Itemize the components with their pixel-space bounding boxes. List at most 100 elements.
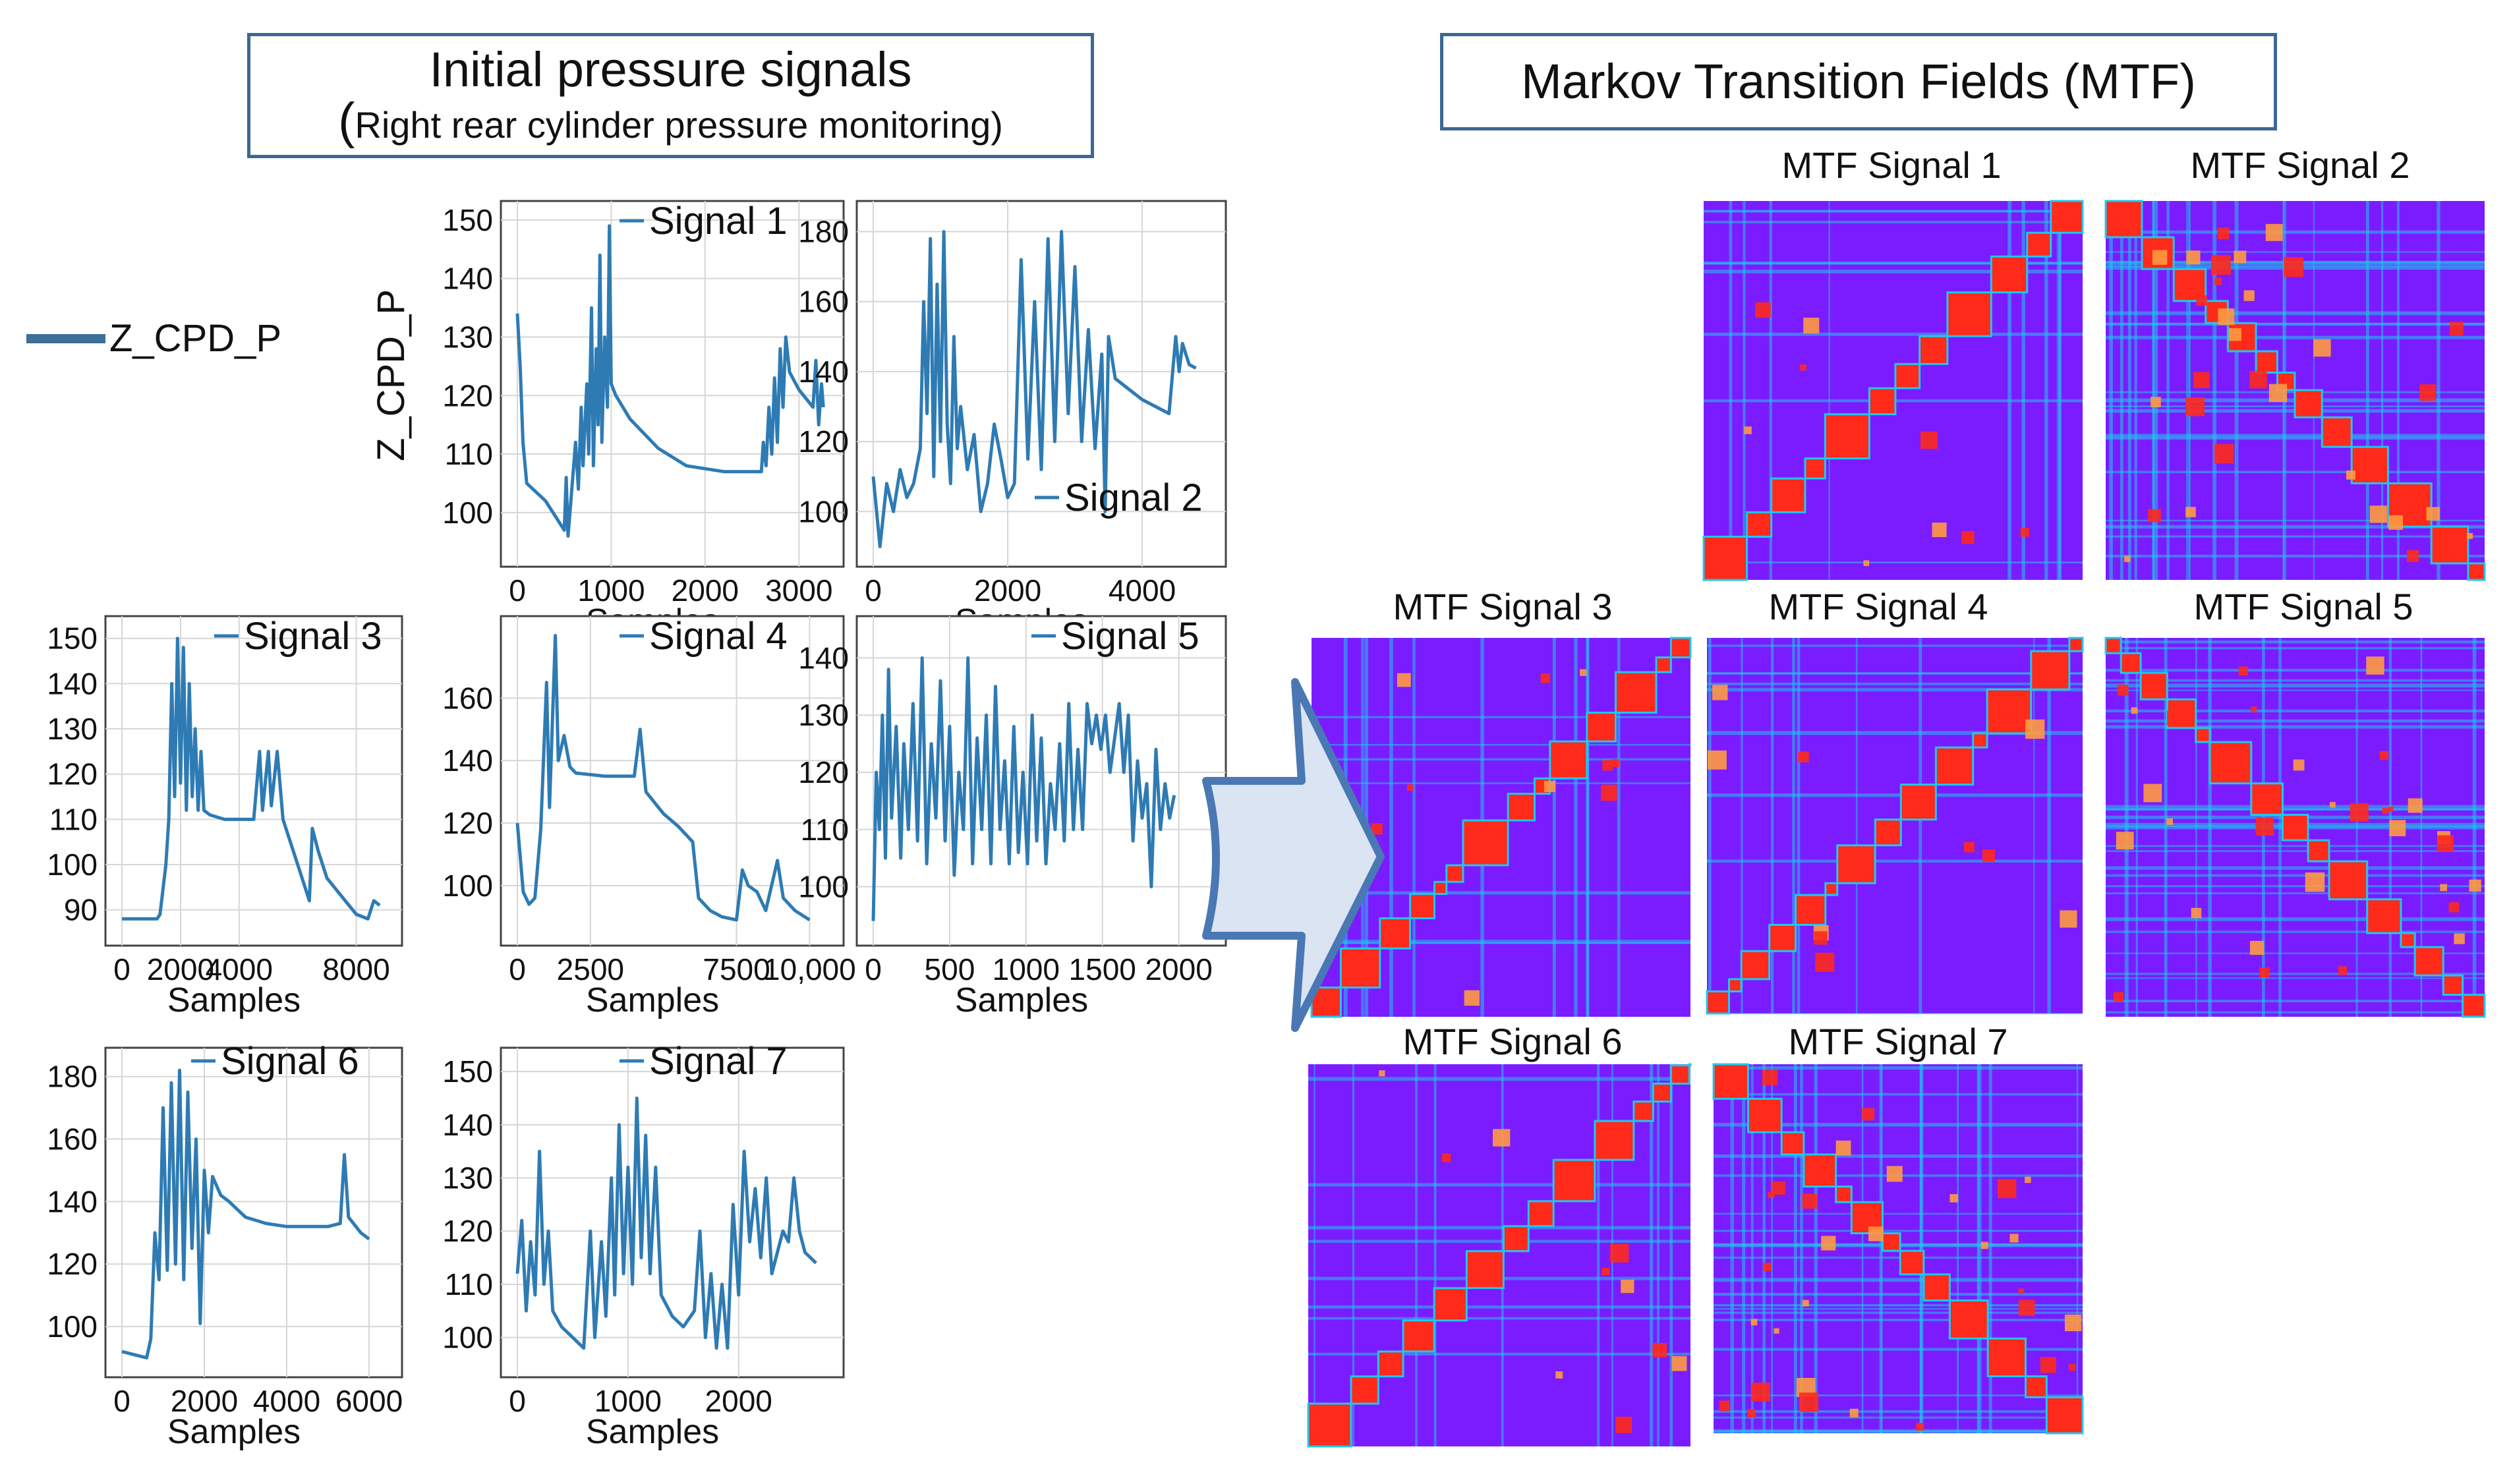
mtf-block <box>2442 974 2464 996</box>
mtf-streak <box>1597 1064 1600 1446</box>
mtf-streak <box>2166 201 2170 580</box>
mtf-block <box>2195 727 2211 743</box>
mtf-spot <box>2469 879 2481 892</box>
mtf-block <box>2413 946 2444 977</box>
y-tick-label: 140 <box>442 743 493 778</box>
x-tick-label: 3000 <box>765 573 832 608</box>
mtf-spot <box>2466 532 2473 539</box>
mtf-streak <box>1800 1064 1803 1433</box>
plot-legend-label: Signal 3 <box>244 615 382 658</box>
mtf-streak <box>1977 1064 1980 1433</box>
mtf-streak <box>1828 201 1830 580</box>
mtf-block <box>1728 978 1743 992</box>
mtf-spot <box>1798 751 1809 762</box>
mtf-streak <box>1415 1064 1418 1446</box>
mtf-spot <box>2408 798 2423 813</box>
mtf-block <box>1402 1319 1435 1353</box>
x-tick-label: 1500 <box>1069 952 1136 986</box>
mtf-block <box>2400 932 2416 948</box>
mtf-spot <box>1580 669 1587 676</box>
mtf-streak <box>1741 638 1743 1013</box>
mtf-spot <box>2406 550 2419 562</box>
mtf-streak <box>2106 519 2485 522</box>
x-tick-label: 2000 <box>974 573 1041 608</box>
mtf-streak <box>2365 201 2369 580</box>
mtf-streak <box>1574 638 1578 1017</box>
mtf-streak <box>1771 1064 1774 1433</box>
mtf-spot <box>2255 817 2274 836</box>
x-tick-label: 500 <box>925 952 975 986</box>
mtf-block <box>1740 950 1771 981</box>
mtf-streak <box>1978 1064 1982 1433</box>
y-tick-label: 100 <box>442 496 493 530</box>
mtf-streak <box>1714 1319 2083 1321</box>
x-tick-label: 0 <box>113 952 130 986</box>
mtf-streak <box>1714 1430 2083 1433</box>
mtf-streak <box>2021 201 2025 580</box>
mtf-streak <box>2152 201 2156 580</box>
mtf-spot <box>2366 656 2384 675</box>
mtf-block <box>2282 814 2309 842</box>
mtf-block <box>1835 1185 1853 1203</box>
mtf-spot <box>2249 370 2267 389</box>
mtf-block <box>1919 335 1949 365</box>
mtf-streak <box>2195 638 2197 1017</box>
mtf-streak <box>2106 1011 2485 1013</box>
mtf-block <box>1946 291 1992 337</box>
x-tick-label: 0 <box>865 952 882 986</box>
y-tick-label: 140 <box>798 355 849 389</box>
signal-line <box>515 224 825 538</box>
plot-5: 0 500 1000 1500 2000 100 110 120 130 140 Samples Si… <box>798 615 1227 1019</box>
mtf-streak <box>2208 638 2212 1017</box>
mtf-spot <box>2060 910 2077 928</box>
mtf-spot <box>1621 1279 1634 1294</box>
mtf-block <box>1899 784 1937 821</box>
mtf-spot <box>2191 907 2202 919</box>
y-tick-label: 110 <box>801 813 849 847</box>
y-tick-label: 150 <box>442 203 493 237</box>
mtf-block <box>1706 990 1731 1015</box>
mtf-title-box: Markov Transition Fields (MTF) <box>1440 33 2277 130</box>
mtf-block <box>2068 637 2084 652</box>
mtf-block <box>1972 732 1988 749</box>
mtf-spot <box>1980 1241 1988 1249</box>
mtf-block <box>1527 1200 1555 1228</box>
mtf-streak <box>2106 335 2485 339</box>
mtf-label: MTF Signal 2 <box>2191 144 2410 186</box>
mtf-block <box>2120 652 2142 674</box>
mtf-spot <box>1712 685 1728 700</box>
mtf-streak <box>2106 866 2485 870</box>
mtf-spot <box>1464 990 1480 1006</box>
mtf-spot <box>2116 832 2134 850</box>
y-tick-label: 120 <box>442 806 493 840</box>
mtf-streak <box>2106 669 2485 672</box>
mtf-streak <box>2106 725 2485 729</box>
mtf-spot <box>2152 250 2168 265</box>
plot-2: 020004000100120140160180SamplesSignal 2 <box>798 200 1227 641</box>
mtf-spot <box>2196 295 2207 306</box>
y-tick-label: 140 <box>442 262 493 296</box>
mtf-spot <box>1397 673 1411 687</box>
mtf-streak <box>1707 688 2083 692</box>
x-tick-label: 0 <box>865 573 882 608</box>
mtf-block <box>1339 947 1381 989</box>
mtf-spot <box>2131 707 2138 714</box>
y-tick-label: 140 <box>442 1108 493 1142</box>
mtf-spot <box>2217 227 2230 240</box>
mtf-streak <box>1714 1410 2083 1413</box>
mtf-spot <box>2117 685 2129 696</box>
mtf-streak <box>2164 638 2168 1017</box>
mtf-streak <box>2106 809 2485 811</box>
mtf-streak <box>1729 201 1733 580</box>
mtf-streak <box>1312 940 1690 944</box>
signal-line <box>122 637 381 921</box>
mtf-spot <box>2228 328 2241 341</box>
mtf-spot <box>1772 1181 1785 1195</box>
mtf-streak <box>2472 638 2477 1017</box>
mtf-streak <box>2106 885 2485 888</box>
initial-signals-title-box: Initial pressure signals (Right rear cyl… <box>247 33 1094 158</box>
mtf-streak <box>1707 644 2083 647</box>
mtf-spot <box>2346 470 2355 480</box>
mtf-spot <box>1932 523 1947 538</box>
